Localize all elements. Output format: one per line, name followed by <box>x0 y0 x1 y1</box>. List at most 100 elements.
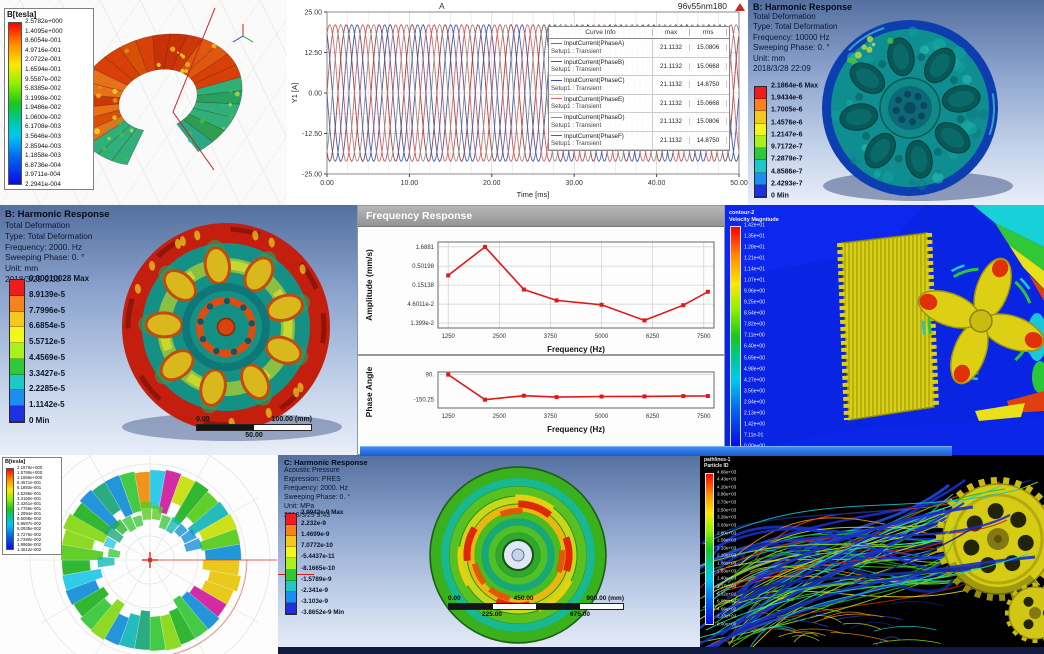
colorbar-band <box>755 111 766 124</box>
colorbar-harmonic-10000: 2.1864e-6 Max 1.9434e-6 1.7005e-6 1.4576e-6… <box>753 83 841 200</box>
ruler-label: 50.00 <box>245 432 263 439</box>
svg-text:0.00: 0.00 <box>308 91 322 98</box>
svg-text:-12.50: -12.50 <box>302 131 322 138</box>
window-edge-strip <box>360 446 952 456</box>
legend-header: Curve Info max rms <box>549 27 729 39</box>
window-titlebar[interactable]: Frequency Response <box>358 206 724 227</box>
ruler-label: 225.00 <box>482 611 502 618</box>
colorbar-band <box>755 184 766 197</box>
colorbar-label: 1.63e+03 <box>717 568 737 574</box>
colorbar-bar <box>6 467 14 550</box>
colorbar-label: 0 Min <box>771 192 789 200</box>
panel-acoustic-pressure: C: Harmonic Response Acoustic Pressure Ex… <box>278 455 700 654</box>
colorbar-label: 2.10e+03 <box>717 553 737 559</box>
svg-text:-25.00: -25.00 <box>302 172 322 179</box>
svg-text:0.50198: 0.50198 <box>412 264 434 270</box>
colorbar-label: 8.9139e-5 <box>29 289 66 299</box>
streamline <box>700 502 965 645</box>
series-swatch <box>551 79 562 81</box>
legend-row: InputCurrent(PhaseD) Setup1 : Transient 21… <box>549 113 729 132</box>
wheel-body <box>122 223 330 431</box>
svg-text:5000: 5000 <box>595 334 609 340</box>
colorbar-label: 1.1556e+000 <box>17 474 43 480</box>
colorbar-label: 1.86e+03 <box>717 560 737 566</box>
legend-row: InputCurrent(PhaseE) Setup1 : Transient 21… <box>549 94 729 113</box>
series-max: 21.1132 <box>653 62 690 70</box>
colorbar-label: 1.1858e-003 <box>25 152 61 160</box>
acoustic-disc-render <box>429 466 607 644</box>
colorbar-label: 2.0722e-001 <box>25 56 61 64</box>
colorbar-label: 4.27e+00 <box>744 377 765 384</box>
streamline <box>802 613 834 623</box>
series-name: InputCurrent(PhaseD) <box>551 114 650 122</box>
colorbar-label: 1.9486e-002 <box>25 104 61 112</box>
colorbar-band <box>10 390 24 407</box>
colorbar-label: 7.0772e-10 <box>301 542 333 550</box>
colorbar-label: 9.25e+00 <box>744 299 765 306</box>
colorbar-bar <box>730 225 741 447</box>
streamline <box>700 517 962 567</box>
colorbar-velocity: contour-2 Velocity Magnitude 1.42e+01 1.35e… <box>727 209 793 451</box>
streamline <box>705 553 1029 631</box>
colorbar-harmonic-2000: 0.00010028 Max 8.9139e-5 7.7996e-5 6.6854e-… <box>8 275 108 425</box>
colorbar-label: 2.9942e-9 Max <box>301 508 344 516</box>
info-line: Type: Total Deformation <box>753 22 838 32</box>
colorbar-label: 6.99e+02 <box>717 598 737 604</box>
data-marker <box>599 302 604 307</box>
colorbar-label: 1.0600e-002 <box>25 113 61 121</box>
data-marker <box>705 289 710 294</box>
result-title: B: Harmonic Response <box>5 209 110 220</box>
colorbar-band <box>10 327 24 344</box>
colorbar-title: contour-2 <box>729 210 755 216</box>
series-sub: Setup1 : Transient <box>551 47 602 55</box>
streamline <box>700 547 963 652</box>
colorbar-label: 2.33e+02 <box>717 614 737 620</box>
svg-text:1250: 1250 <box>442 414 456 420</box>
data-marker <box>642 394 647 399</box>
colorbar-label: 2.13e+00 <box>744 410 765 417</box>
colorbar-title: Particle ID <box>704 463 729 470</box>
series-rms: 15.0806 <box>690 118 727 126</box>
colorbar-label: 1.35e+01 <box>744 233 765 240</box>
colorbar-label: 1.42e+01 <box>744 222 765 229</box>
panel-motor-field: B[tesla] 2.1576e+000 1.5790e+000 1.1556e+00… <box>0 455 278 654</box>
svg-text:1250: 1250 <box>442 334 456 340</box>
data-marker <box>681 303 686 308</box>
axis-triad-icon <box>232 24 254 43</box>
ruler-bar <box>448 603 624 610</box>
series-sub: Setup1 : Transient <box>551 84 602 92</box>
series-rms: 15.0668 <box>690 99 727 107</box>
info-line: Unit: mm <box>5 263 39 274</box>
series-max: 21.1132 <box>653 136 690 144</box>
curve-info-legend: Curve Info max rms InputCurrent(PhaseA) Setu… <box>548 26 730 151</box>
colorbar-band <box>10 358 24 375</box>
colorbar-title: B[tesla] <box>7 10 37 19</box>
scale-ruler: 0.00 100.00 (mm) 50.00 <box>196 416 312 439</box>
result-title: B: Harmonic Response <box>753 2 853 12</box>
result-info: B: Harmonic Response Total Deformation Ty… <box>5 209 110 285</box>
ruler-label: 0.00 <box>448 595 461 602</box>
colorbar-label: 0.00010028 Max <box>29 274 90 283</box>
series-name: InputCurrent(PhaseC) <box>551 77 650 85</box>
data-marker <box>521 393 526 398</box>
info-line: Unit: mm <box>753 53 785 63</box>
colorbar-label: 2.84e+00 <box>744 399 765 406</box>
info-line: Sweeping Phase: 0. ° <box>284 493 350 501</box>
colorbar-band <box>286 569 296 581</box>
colorbar-bar <box>285 513 297 615</box>
svg-text:25.00: 25.00 <box>304 10 322 17</box>
series-swatch <box>551 116 562 118</box>
colorbar-label: 2.4293e-7 <box>771 180 803 188</box>
colorbar-label: 5.0935e-002 <box>17 526 42 532</box>
colorbar-label: 3.3150e-001 <box>17 495 42 501</box>
colorbar-label: 2.33e+03 <box>717 545 737 551</box>
wheel-body <box>822 20 998 196</box>
svg-text:2500: 2500 <box>493 334 507 340</box>
svg-text:30.00: 30.00 <box>565 180 583 187</box>
colorbar-label: -8.1665e-10 <box>301 564 335 572</box>
colorbar-band <box>755 87 766 100</box>
colorbar-label: 2.56e+03 <box>717 537 737 543</box>
streamline <box>890 601 944 607</box>
colorbar-label: 2.4261e-001 <box>17 500 42 506</box>
gear-cylinder <box>837 232 939 421</box>
